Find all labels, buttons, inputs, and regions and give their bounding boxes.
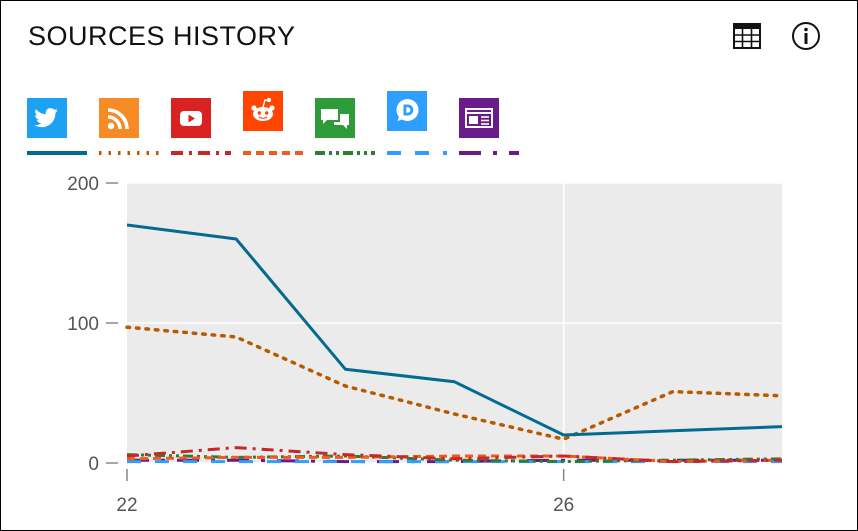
widget-title: SOURCES HISTORY [28, 21, 296, 51]
source-youtube-button[interactable] [171, 98, 211, 138]
info-button[interactable] [791, 21, 821, 51]
forum-icon [315, 98, 355, 138]
series-line-rss [125, 325, 784, 441]
source-forums-button[interactable] [315, 98, 355, 138]
source-twitter-button[interactable] [27, 98, 67, 138]
disqus-icon [387, 91, 427, 131]
series-line-twitter [126, 223, 783, 437]
table-view-button[interactable] [732, 21, 762, 51]
y-tick-label: 100 [67, 314, 99, 335]
y-tick-label: 200 [67, 174, 99, 195]
y-tick-label: 0 [88, 454, 99, 475]
rss-icon [99, 98, 139, 138]
source-disqus-button[interactable] [387, 91, 427, 131]
series-line-youtube [126, 446, 783, 464]
x-tick-label: 26 [553, 495, 574, 516]
history-line-chart: 0 100 200 22 26 [67, 174, 784, 516]
series-line-news [127, 458, 782, 464]
twitter-icon [27, 98, 67, 138]
x-tick-label: 22 [116, 495, 137, 516]
source-rss-button[interactable] [99, 98, 139, 138]
source-news-button[interactable] [459, 98, 499, 138]
table-icon [733, 23, 761, 49]
youtube-icon [171, 98, 211, 138]
series-line-reddit [126, 454, 783, 464]
legend-line-samples [27, 151, 519, 155]
news-icon [459, 98, 499, 138]
source-reddit-button[interactable] [243, 91, 283, 131]
info-icon [792, 22, 820, 50]
reddit-icon [243, 91, 283, 131]
